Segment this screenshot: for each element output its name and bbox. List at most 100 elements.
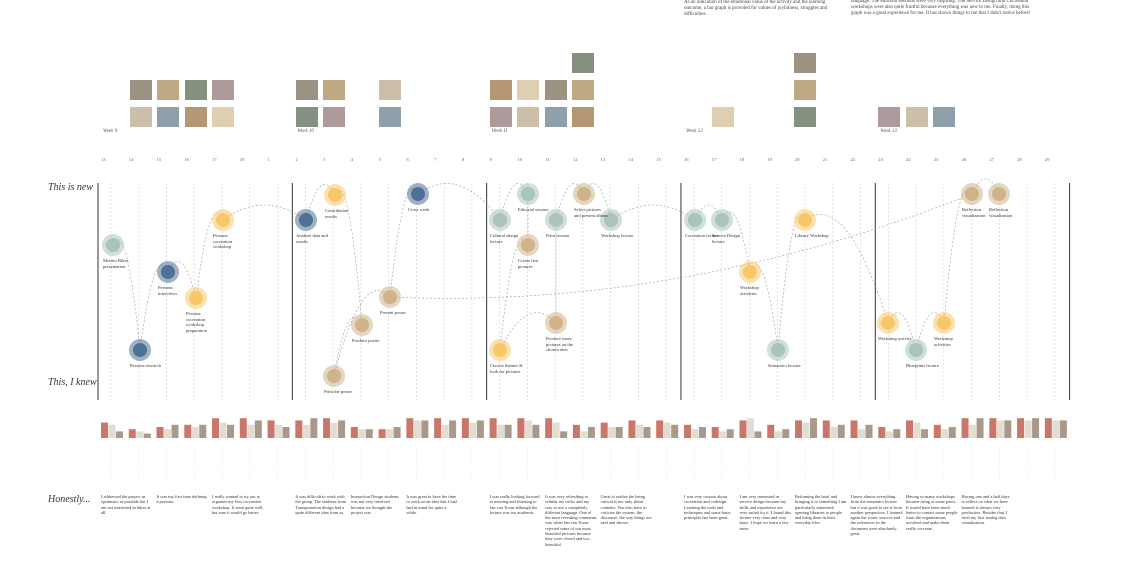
node (688, 213, 702, 227)
week-label: Week 10 (297, 129, 314, 134)
bar (850, 420, 858, 438)
day-label: 8 (461, 157, 465, 162)
node (327, 369, 341, 383)
bar (406, 418, 414, 438)
bar (663, 422, 671, 438)
bar (365, 429, 373, 438)
bar (767, 424, 775, 438)
comment: It was difficult to work with the group.… (295, 494, 347, 515)
node (355, 318, 369, 332)
comment: Reframing the brief and bringing it to s… (795, 494, 847, 526)
bar (933, 424, 941, 438)
day-label: 18 (739, 157, 745, 162)
bar (976, 418, 984, 438)
node-label: Cultural design lecture (490, 233, 519, 244)
comment: It was my first time defining a persona. (156, 494, 207, 505)
link (499, 239, 529, 351)
bar (810, 418, 817, 438)
day-label: 4 (350, 157, 354, 162)
day-label: 14 (628, 157, 634, 162)
bar (413, 420, 421, 438)
bar (580, 431, 588, 438)
day-label: 17 (711, 157, 717, 162)
thumbnail (323, 107, 345, 127)
thumbnail (490, 107, 512, 127)
node (216, 213, 230, 227)
day-label: 9 (489, 157, 492, 162)
node (577, 187, 591, 201)
thumbnail (572, 107, 594, 127)
bar (330, 422, 338, 438)
bar (545, 418, 553, 438)
thumbnail (296, 80, 318, 100)
bar (156, 427, 164, 438)
node-label: Persona interviews (158, 285, 178, 296)
bar (191, 427, 199, 438)
bar (830, 427, 838, 438)
node-label: Print session (546, 233, 570, 238)
bar (906, 420, 914, 438)
node-label: Produce poster (352, 338, 380, 343)
bar (532, 424, 540, 438)
week-label: Week 12 (685, 129, 703, 134)
node (604, 213, 618, 227)
node-label: Create first pictures (518, 258, 539, 269)
bar (885, 431, 893, 438)
day-label: 27 (989, 157, 994, 162)
node (771, 343, 785, 357)
bar (143, 433, 151, 438)
node-label: Print the poster (324, 389, 353, 394)
bar (628, 420, 636, 438)
bar (587, 427, 595, 438)
thumbnail (517, 80, 539, 100)
thumbnail (878, 107, 900, 127)
node-label: Persona research (130, 363, 161, 368)
bar (212, 418, 220, 438)
bar (247, 424, 255, 438)
day-label: 7 (434, 157, 437, 162)
day-label: 10 (517, 157, 522, 162)
comment: It was great to have the time to work on… (406, 494, 457, 515)
day-label: 20 (795, 157, 800, 162)
bar (774, 431, 782, 438)
node (189, 291, 203, 305)
bar (171, 424, 179, 438)
bar (199, 424, 207, 438)
link (389, 188, 419, 298)
node-label: Analyze data and results (296, 233, 328, 244)
node-label: Service Design lecture (712, 233, 740, 244)
day-label: 26 (961, 157, 967, 162)
node (743, 265, 757, 279)
comment: I knew almost everything from the semant… (850, 494, 903, 536)
link (777, 215, 806, 351)
bar (698, 427, 706, 438)
bar (893, 429, 901, 438)
bar (552, 422, 560, 438)
bar (469, 422, 477, 438)
thumbnail (794, 107, 816, 127)
thumbnail (130, 80, 152, 100)
bar (615, 427, 623, 438)
bar (434, 418, 442, 438)
thumbnail (157, 80, 179, 100)
bar (282, 427, 290, 438)
node (161, 265, 175, 279)
node-label: Semantics lecture (768, 363, 801, 368)
thumbnail (323, 80, 345, 100)
bar (878, 427, 886, 438)
bar (497, 424, 505, 438)
bar (358, 429, 366, 438)
node-label: Cross week (408, 207, 430, 212)
day-label: 19 (767, 157, 772, 162)
bar (969, 424, 977, 438)
bar (338, 420, 346, 438)
bar (1004, 420, 1012, 438)
thumbnail (212, 107, 234, 127)
node (715, 213, 729, 227)
thumbnail (379, 80, 401, 100)
thumbnail (296, 107, 318, 127)
thumbnail (545, 80, 567, 100)
bar (1044, 418, 1052, 438)
